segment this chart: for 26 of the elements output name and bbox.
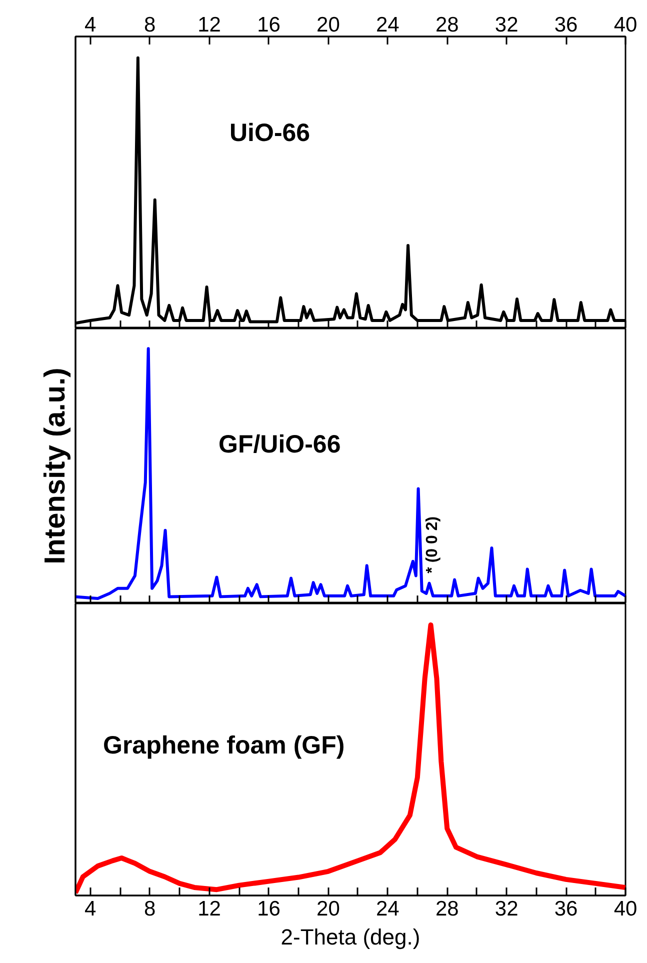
x-tick-label: 28 — [435, 898, 459, 920]
x2-tick-label: 4 — [84, 14, 97, 36]
x-tick-label: 4 — [84, 898, 97, 920]
x-tick-label: 12 — [198, 898, 221, 920]
x-tick-label: 20 — [316, 898, 340, 920]
x2-tick-label: 28 — [435, 14, 459, 36]
text: UiO-66 — [230, 118, 310, 147]
x2-tick-label: 16 — [257, 14, 280, 36]
x2-tick-label: 12 — [198, 14, 221, 36]
x2-tick-label: 36 — [554, 14, 578, 36]
x2-tick-label: 24 — [376, 14, 400, 36]
x2-tick-label: 40 — [614, 14, 638, 36]
x-axis-title: 2-Theta (deg.) — [280, 924, 420, 950]
text: Graphene foam (GF) — [103, 731, 345, 760]
x2-tick-label: 20 — [316, 14, 340, 36]
x-tick-label: 24 — [376, 898, 400, 920]
x-tick-label: 8 — [144, 898, 156, 920]
x-tick-label: 16 — [257, 898, 280, 920]
x-tick-label: 40 — [614, 898, 638, 920]
text: GF/UiO-66 — [218, 430, 341, 459]
y-axis-title: Intensity (a.u.) — [40, 368, 72, 564]
x-tick-label: 36 — [554, 898, 578, 920]
x-tick-label: 32 — [494, 898, 518, 920]
annotation: * (0 0 2) — [424, 516, 441, 574]
x2-tick-label: 8 — [144, 14, 156, 36]
x2-tick-label: 32 — [494, 14, 518, 36]
